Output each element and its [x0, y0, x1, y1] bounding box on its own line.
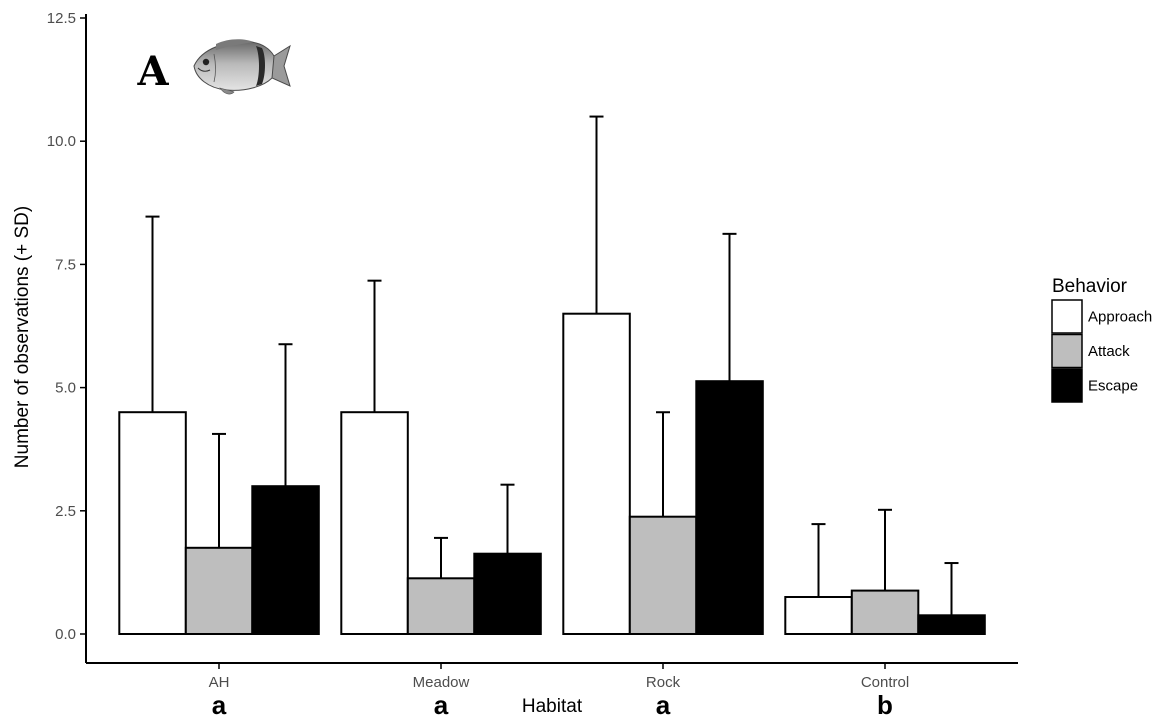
- legend-key-approach: [1051, 299, 1083, 334]
- legend-label-attack: Attack: [1088, 343, 1130, 360]
- axes-layer: 0.02.55.07.510.012.5AHaMeadowaRockaContr…: [47, 10, 1018, 720]
- error-bar-escape-meadow: [500, 483, 515, 554]
- y-tick-label: 10.0: [47, 133, 76, 150]
- legend-label-escape: Escape: [1088, 378, 1138, 395]
- legend-key-escape: [1051, 368, 1083, 403]
- error-bar-approach-control: [811, 523, 826, 598]
- fish-icon: [193, 39, 291, 95]
- bar-escape-ah: [251, 485, 320, 636]
- bar-approach-ah: [118, 411, 187, 636]
- x-tick-label-control: Control: [861, 674, 909, 691]
- error-bar-approach-ah: [145, 215, 160, 413]
- error-bar-attack-ah: [212, 432, 226, 548]
- panel-label: A: [136, 48, 169, 95]
- bar-escape-rock: [695, 380, 764, 636]
- error-bar-attack-meadow: [434, 536, 448, 579]
- legend: Behavior Approach Attack Escape: [1051, 276, 1152, 403]
- bar-attack-ah: [184, 546, 254, 635]
- bar-approach-control: [784, 596, 853, 635]
- y-axis-title: Number of observations (+ SD): [12, 206, 33, 468]
- bars-layer: [118, 312, 986, 636]
- y-tick-label: 5.0: [55, 380, 76, 397]
- error-bars-layer: [145, 115, 959, 616]
- bar-attack-meadow: [406, 577, 476, 635]
- error-bar-attack-rock: [656, 411, 670, 517]
- error-bar-escape-control: [944, 562, 959, 616]
- y-tick-label: 2.5: [55, 503, 76, 520]
- bar-escape-control: [917, 614, 986, 635]
- bar-approach-rock: [562, 312, 631, 635]
- group-letter-control: b: [877, 690, 893, 720]
- error-bar-approach-rock: [589, 115, 604, 314]
- error-bar-escape-ah: [278, 343, 293, 487]
- x-tick-label-meadow: Meadow: [413, 674, 470, 691]
- y-tick-label: 0.0: [55, 626, 76, 643]
- group-letter-rock: a: [656, 690, 671, 720]
- x-axis-title: Habitat: [522, 696, 583, 717]
- bar-approach-meadow: [340, 411, 409, 636]
- bar-attack-control: [850, 589, 920, 635]
- legend-title: Behavior: [1052, 276, 1128, 297]
- group-letter-meadow: a: [434, 690, 449, 720]
- y-tick-label: 7.5: [55, 256, 76, 273]
- error-bar-attack-control: [878, 508, 892, 591]
- legend-label-approach: Approach: [1088, 309, 1152, 326]
- error-bar-approach-meadow: [367, 279, 382, 413]
- error-bar-escape-rock: [722, 232, 737, 382]
- bar-escape-meadow: [473, 552, 542, 636]
- bar-attack-rock: [628, 515, 698, 636]
- x-tick-label-rock: Rock: [646, 674, 681, 691]
- group-letter-ah: a: [212, 690, 227, 720]
- x-tick-label-ah: AH: [209, 674, 230, 691]
- y-tick-label: 12.5: [47, 10, 76, 27]
- legend-key-attack: [1051, 333, 1083, 369]
